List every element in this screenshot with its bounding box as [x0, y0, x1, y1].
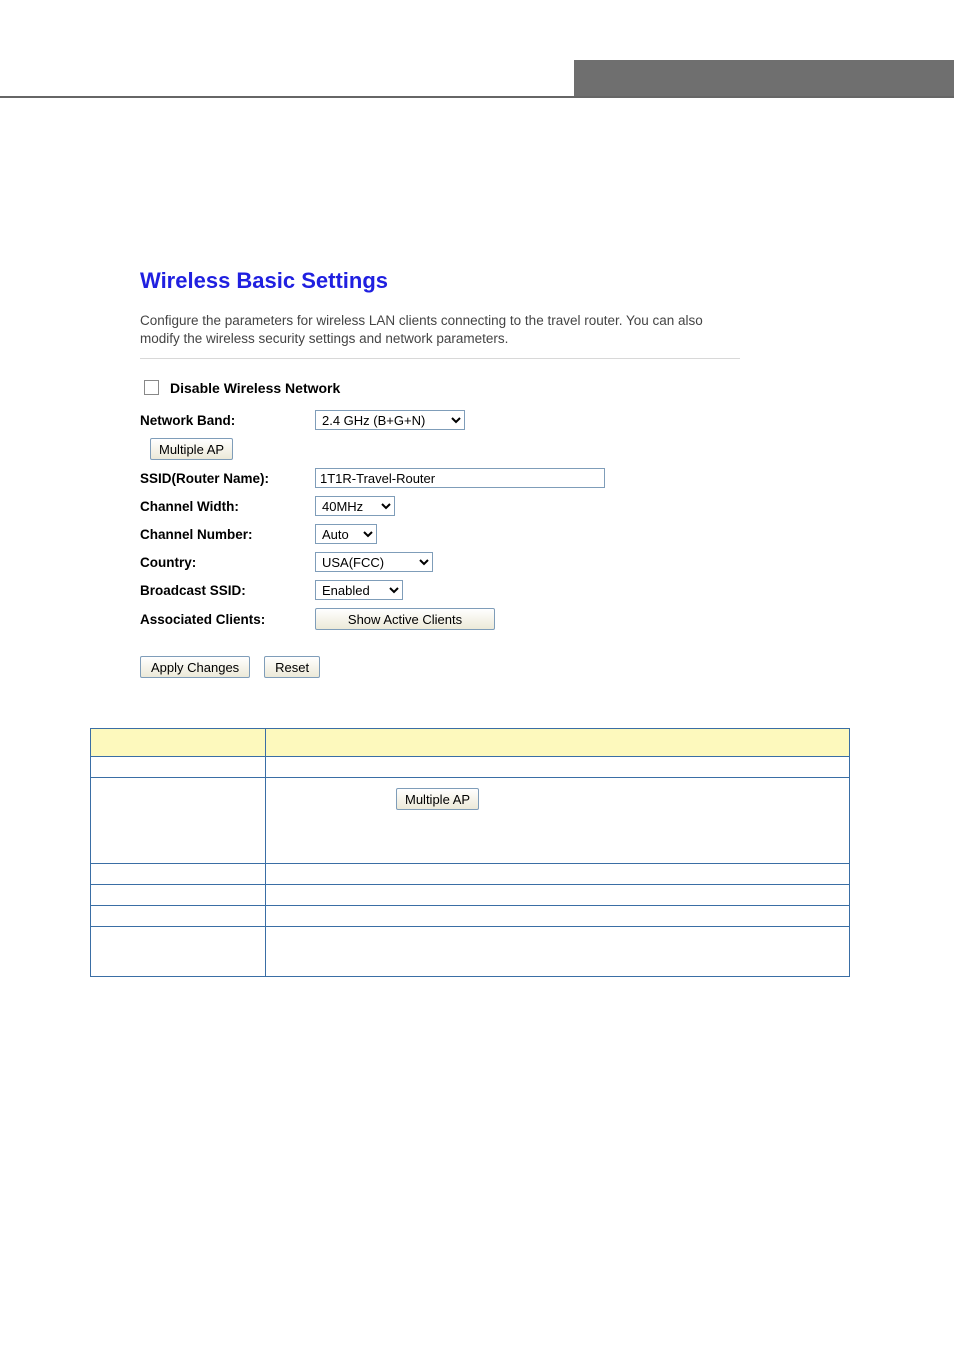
divider [140, 358, 740, 359]
channel-number-select[interactable]: Auto [315, 524, 377, 544]
table-cell [91, 885, 266, 906]
table-header-cell [266, 729, 850, 757]
table-cell [91, 906, 266, 927]
table-cell [91, 778, 266, 864]
country-select[interactable]: USA(FCC) [315, 552, 433, 572]
table-header-row [91, 729, 850, 757]
header-grey-block [574, 60, 954, 96]
table-row [91, 864, 850, 885]
network-band-select[interactable]: 2.4 GHz (B+G+N) [315, 410, 465, 430]
broadcast-ssid-label: Broadcast SSID: [140, 583, 315, 598]
country-label: Country: [140, 555, 315, 570]
table-cell [91, 757, 266, 778]
page-title: Wireless Basic Settings [140, 268, 740, 294]
table-header-cell [91, 729, 266, 757]
table-cell [91, 864, 266, 885]
table-cell [266, 927, 850, 977]
disable-wireless-label: Disable Wireless Network [170, 380, 340, 396]
associated-clients-label: Associated Clients: [140, 612, 315, 627]
apply-changes-button[interactable]: Apply Changes [140, 656, 250, 678]
ssid-label: SSID(Router Name): [140, 471, 315, 486]
ssid-input[interactable] [315, 468, 605, 488]
broadcast-ssid-select[interactable]: Enabled [315, 580, 403, 600]
show-active-clients-button[interactable]: Show Active Clients [315, 608, 495, 630]
table-row [91, 927, 850, 977]
channel-width-select[interactable]: 40MHz [315, 496, 395, 516]
table-cell [266, 885, 850, 906]
channel-width-label: Channel Width: [140, 499, 315, 514]
table-row [91, 757, 850, 778]
settings-description-table: Multiple AP [90, 728, 850, 977]
table-cell: Multiple AP [266, 778, 850, 864]
table-cell [266, 864, 850, 885]
wireless-settings-panel: Wireless Basic Settings Configure the pa… [140, 268, 740, 678]
multiple-ap-button-in-table[interactable]: Multiple AP [396, 788, 479, 810]
page-top-divider [0, 60, 954, 98]
multiple-ap-button[interactable]: Multiple AP [150, 438, 233, 460]
page-description: Configure the parameters for wireless LA… [140, 312, 740, 348]
table-cell [266, 906, 850, 927]
table-cell [91, 927, 266, 977]
disable-wireless-checkbox[interactable] [144, 380, 159, 395]
reset-button[interactable]: Reset [264, 656, 320, 678]
table-cell [266, 757, 850, 778]
table-row [91, 906, 850, 927]
table-row [91, 885, 850, 906]
channel-number-label: Channel Number: [140, 527, 315, 542]
network-band-label: Network Band: [140, 413, 315, 428]
table-row: Multiple AP [91, 778, 850, 864]
